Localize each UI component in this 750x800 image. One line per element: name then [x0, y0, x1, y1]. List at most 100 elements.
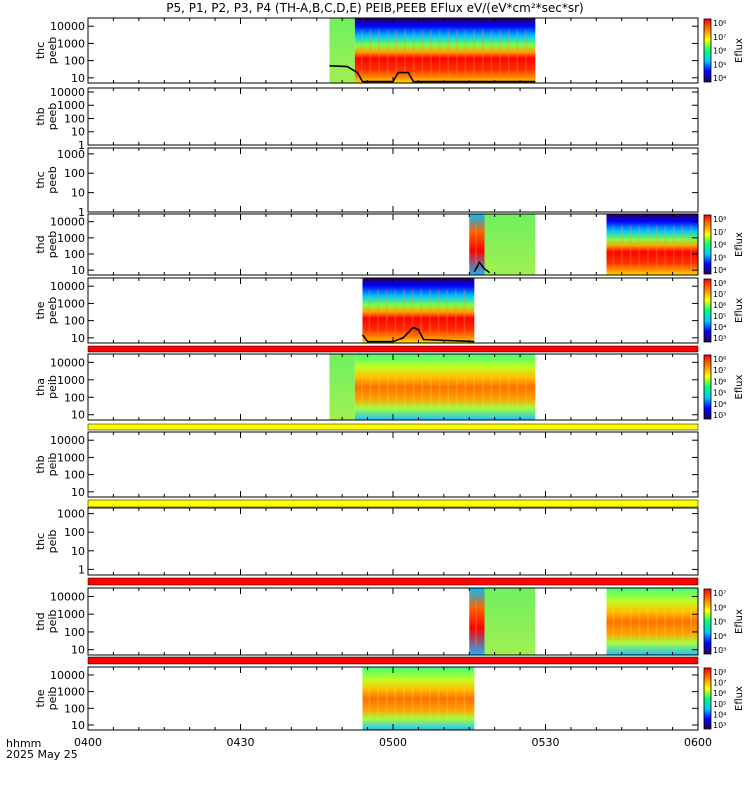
panel-9-striation — [612, 600, 615, 647]
panel-6-data-block-2 — [354, 354, 536, 420]
panel-8-ytick-label: 100 — [64, 526, 85, 539]
panel-5-colorbar-tick: 10⁸ — [713, 279, 726, 288]
panel-1-striation — [456, 29, 458, 76]
panel-10-colorbar-label: Eflux — [734, 686, 745, 711]
panel-2-frame — [87, 87, 699, 146]
panel-1-striation — [499, 29, 501, 76]
panel-1-striation — [481, 29, 484, 76]
panel-5-striation — [411, 289, 414, 336]
panel-10-colorbar-tick: 10⁶ — [713, 689, 726, 698]
panel-4-colorbar — [703, 214, 712, 275]
panel-6: 10000 1000 100 10 tha peib 10⁸ 10⁷ 10⁶ 10⁵ 10⁴ 10³ E… — [34, 353, 745, 422]
panel-4-ytick-label: 100 — [64, 248, 85, 261]
panel-5-ytick-label: 10 — [71, 332, 85, 345]
panel-9-ylabel: thd — [34, 612, 47, 630]
panel-4-striation — [638, 224, 641, 268]
panel-9-ytick-label: 10 — [71, 644, 85, 657]
panel-5-colorbar-tick: 10³ — [713, 334, 726, 343]
panel-4-data-block-3 — [606, 214, 698, 275]
panel-10-ytick-label: 10 — [71, 719, 85, 732]
panel-2-ytick-label: 1000 — [57, 99, 85, 112]
status-bar-3 — [87, 499, 699, 508]
panel-6-data-block-1 — [329, 354, 355, 420]
panel-8: 1000 100 10 1 thc peib — [34, 507, 699, 576]
panel-4-ylabel: thd — [34, 235, 47, 253]
panel-6-striation — [447, 365, 449, 413]
panel-6-striation — [395, 365, 398, 413]
panel-5-colorbar-tick: 10⁶ — [713, 301, 726, 310]
panel-5-striation — [385, 289, 388, 336]
panel-7-ytick-label: 10 — [71, 486, 85, 499]
panel-3-ylabel: peeb — [46, 166, 59, 194]
panel-5-ytick-label: 100 — [64, 315, 85, 328]
panel-5-striation — [429, 289, 431, 336]
panel-1-striation — [369, 29, 372, 76]
panel-6-striation — [430, 365, 432, 413]
panel-6-ytick-label: 1000 — [57, 374, 85, 387]
panel-5-ylabel: peeb — [46, 297, 59, 325]
panel-4-striation — [612, 224, 615, 268]
panel-10-striation — [377, 678, 379, 723]
panel-1-striation — [395, 29, 398, 76]
panel-6-ytick-label: 10 — [71, 409, 85, 422]
panel-4-colorbar-tick: 10⁷ — [713, 228, 726, 237]
panel-4-striation — [664, 224, 667, 268]
panel-6-colorbar-tick: 10⁸ — [713, 355, 726, 364]
panel-1-striation — [525, 29, 527, 76]
panel-1: 10000 1000 100 10 thc peeb 10⁸ 10⁷ 10⁶ 10⁵ 10⁴ Eflu… — [34, 17, 745, 85]
panel-9-striation — [629, 600, 632, 647]
panel-9-ytick-label: 10000 — [50, 590, 85, 603]
panel-5-colorbar-label: Eflux — [734, 298, 745, 323]
panel-1-striation — [516, 29, 519, 76]
panel-5: 10000 1000 100 10 the peeb 10⁸ 10⁷ 10⁶ 10⁵ 10⁴ 10³ E… — [34, 277, 745, 345]
panel-4-ylabel: peeb — [46, 231, 59, 259]
panel-9-striation — [664, 600, 667, 647]
panel-1-striation — [386, 29, 389, 76]
panel-1-striation — [412, 29, 415, 76]
panel-9-striation — [638, 600, 641, 647]
chart-title: P5, P1, P2, P3, P4 (TH-A,B,C,D,E) PEIB,P… — [166, 1, 584, 15]
panel-6-colorbar-tick: 10³ — [713, 411, 726, 420]
panel-6-striation — [438, 365, 441, 413]
panel-9-data-block-2 — [484, 588, 536, 655]
status-bar-4 — [87, 577, 699, 586]
panel-6-colorbar-tick: 10⁴ — [713, 400, 726, 409]
panel-5-striation — [455, 289, 457, 336]
panel-9-striation — [681, 600, 684, 647]
panel-4-striation — [475, 224, 477, 268]
panel-3-ylabel: thc — [34, 171, 47, 188]
panel-2-ytick-label: 10000 — [50, 86, 85, 99]
panel-8-ytick-label: 1000 — [57, 508, 85, 521]
panel-1-striation — [464, 29, 467, 76]
panel-6-ytick-label: 10000 — [50, 356, 85, 369]
panel-9-colorbar-tick: 10⁴ — [713, 632, 726, 641]
panel-4-colorbar-tick: 10⁸ — [713, 215, 726, 224]
panel-5-colorbar-tick: 10⁴ — [713, 323, 726, 332]
panel-6-striation — [516, 365, 519, 413]
panel-10-ytick-label: 1000 — [57, 686, 85, 699]
panel-6-striation — [464, 365, 467, 413]
panel-1-ylabel: thc — [34, 42, 47, 59]
panel-10-striation — [455, 678, 457, 723]
panel-4-striation — [673, 224, 675, 268]
panel-6-striation — [456, 365, 458, 413]
panel-6-colorbar-tick: 10⁶ — [713, 377, 726, 386]
panel-6-striation — [412, 365, 415, 413]
panel-10-striation — [403, 678, 405, 723]
panel-4-data-block-2 — [484, 214, 536, 275]
panel-2-ytick-label: 1 — [78, 139, 85, 152]
panel-9-colorbar-tick: 10⁷ — [713, 589, 726, 598]
status-bar-5 — [87, 656, 699, 665]
panel-4-colorbar-tick: 10⁶ — [713, 241, 726, 250]
panel-3-ytick-label: 1 — [78, 206, 85, 219]
x-tick-label: 0430 — [227, 736, 255, 749]
panel-6-striation — [404, 365, 406, 413]
panel-5-ytick-label: 1000 — [57, 297, 85, 310]
panel-4-colorbar-tick: 10⁵ — [713, 253, 726, 262]
panel-9-data-block-1 — [469, 588, 485, 655]
panel-5-data-block-1 — [362, 278, 475, 343]
panel-4: 10000 1000 100 10 thd peeb 10⁸ 10⁷ 10⁶ 10⁵ 10⁴ Eflu… — [34, 213, 745, 277]
panel-10-ytick-label: 10000 — [50, 669, 85, 682]
